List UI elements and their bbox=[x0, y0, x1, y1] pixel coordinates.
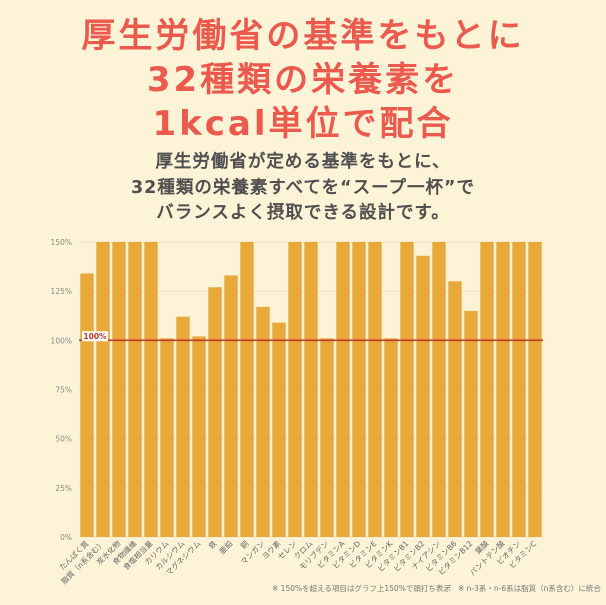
bar bbox=[176, 316, 190, 537]
bar bbox=[272, 322, 286, 537]
y-tick-label: 125% bbox=[51, 287, 72, 296]
bar bbox=[192, 336, 206, 537]
bar bbox=[144, 242, 158, 537]
bar bbox=[128, 242, 142, 537]
bar bbox=[432, 242, 446, 537]
bar bbox=[208, 287, 222, 537]
x-tick-label: 銅 bbox=[238, 538, 250, 550]
headline-line-1: 厚生労働省の基準をもとに bbox=[81, 16, 525, 56]
bar bbox=[400, 242, 414, 537]
bar bbox=[224, 275, 238, 537]
subtitle: 厚生労働省が定める基準をもとに、 32種類の栄養素すべてを“スープ一杯”で バラ… bbox=[0, 150, 606, 227]
subtitle-line-1: 厚生労働省が定める基準をもとに、 bbox=[155, 152, 451, 172]
y-tick-label: 75% bbox=[55, 386, 72, 395]
footnote-omega: ※ n-3系・n-6系は脂質（n系含む）に統合 bbox=[458, 584, 601, 593]
nutrient-bar-chart: 0%25%50%75%100%125%150%たんぱく質脂質（n系含む）炭水化物… bbox=[51, 238, 543, 585]
bar bbox=[448, 281, 462, 537]
bar bbox=[336, 242, 350, 537]
bar bbox=[480, 242, 494, 537]
y-tick-label: 100% bbox=[51, 336, 72, 345]
y-tick-label: 50% bbox=[55, 435, 72, 444]
bar bbox=[256, 306, 270, 537]
bar bbox=[288, 242, 302, 537]
bar bbox=[160, 338, 174, 537]
subtitle-line-3: バランスよく摂取できる設計です。 bbox=[156, 203, 450, 223]
bar bbox=[496, 242, 510, 537]
bar bbox=[240, 242, 254, 537]
footnote-separator: ／ bbox=[444, 584, 452, 593]
subtitle-line-2: 32種類の栄養素すべてを“スープ一杯”で bbox=[130, 177, 476, 198]
bar bbox=[512, 242, 526, 537]
bar bbox=[80, 273, 94, 537]
y-tick-label: 25% bbox=[55, 484, 72, 493]
reference-label: 100% bbox=[83, 332, 107, 341]
y-tick-label: 150% bbox=[51, 238, 72, 247]
bar bbox=[528, 242, 542, 537]
bar bbox=[304, 242, 318, 537]
x-tick-label: 鉄 bbox=[206, 538, 219, 551]
x-tick-label: 亜鉛 bbox=[217, 538, 235, 556]
y-tick-label: 0% bbox=[60, 533, 72, 542]
headline-line-3: 1kcal単位で配合 bbox=[152, 104, 454, 144]
bar bbox=[112, 242, 126, 537]
bar bbox=[416, 255, 430, 537]
bar bbox=[368, 242, 382, 537]
bar bbox=[96, 242, 110, 537]
headline: 厚生労働省の基準をもとに 32種類の栄養素を 1kcal単位で配合 bbox=[0, 14, 606, 146]
reference-label-bg bbox=[82, 331, 108, 342]
footnote-cap: ※ 150%を超える項目はグラフ上150%で頭打ち表示 bbox=[272, 584, 451, 593]
bar bbox=[320, 338, 334, 537]
bar bbox=[384, 338, 398, 537]
headline-line-2: 32種類の栄養素を bbox=[146, 60, 460, 100]
bar bbox=[464, 310, 478, 537]
bar bbox=[352, 242, 366, 537]
